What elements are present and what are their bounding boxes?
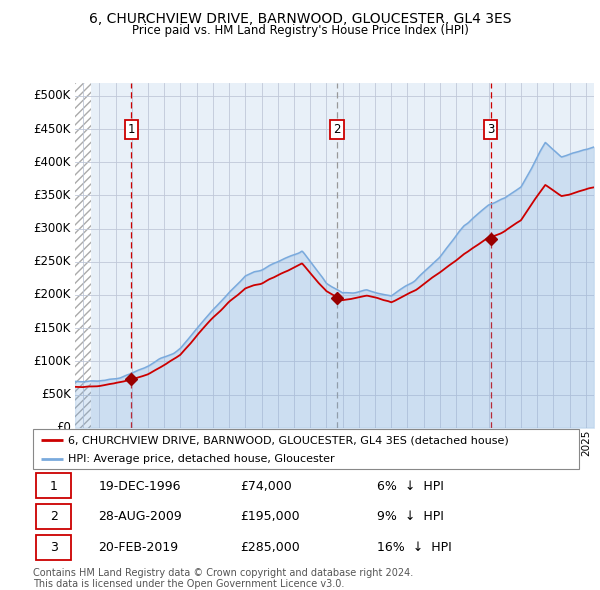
Text: £74,000: £74,000 <box>241 480 292 493</box>
Text: 6, CHURCHVIEW DRIVE, BARNWOOD, GLOUCESTER, GL4 3ES (detached house): 6, CHURCHVIEW DRIVE, BARNWOOD, GLOUCESTE… <box>68 435 509 445</box>
Text: 3: 3 <box>50 541 58 554</box>
Text: £450K: £450K <box>34 123 71 136</box>
Text: £350K: £350K <box>34 189 71 202</box>
Text: £0: £0 <box>56 421 71 434</box>
Text: This data is licensed under the Open Government Licence v3.0.: This data is licensed under the Open Gov… <box>33 579 344 589</box>
Text: HPI: Average price, detached house, Gloucester: HPI: Average price, detached house, Glou… <box>68 454 335 464</box>
Text: £285,000: £285,000 <box>241 541 300 554</box>
Bar <box>91 83 594 428</box>
Text: 6%  ↓  HPI: 6% ↓ HPI <box>377 480 444 493</box>
Text: 2: 2 <box>333 123 341 136</box>
Text: £300K: £300K <box>34 222 71 235</box>
Text: £50K: £50K <box>41 388 71 401</box>
Text: 2: 2 <box>50 510 58 523</box>
Text: 9%  ↓  HPI: 9% ↓ HPI <box>377 510 444 523</box>
Text: £150K: £150K <box>34 322 71 335</box>
FancyBboxPatch shape <box>36 535 71 560</box>
Text: 3: 3 <box>487 123 494 136</box>
Text: £250K: £250K <box>34 255 71 268</box>
Text: 1: 1 <box>128 123 135 136</box>
Text: £195,000: £195,000 <box>241 510 300 523</box>
FancyBboxPatch shape <box>36 473 71 498</box>
Text: £200K: £200K <box>34 289 71 301</box>
FancyBboxPatch shape <box>36 504 71 529</box>
Bar <box>75 83 91 428</box>
Text: £400K: £400K <box>34 156 71 169</box>
Text: 1: 1 <box>50 480 58 493</box>
Text: 20-FEB-2019: 20-FEB-2019 <box>98 541 179 554</box>
Text: Contains HM Land Registry data © Crown copyright and database right 2024.: Contains HM Land Registry data © Crown c… <box>33 569 413 578</box>
Text: 28-AUG-2009: 28-AUG-2009 <box>98 510 182 523</box>
Text: 6, CHURCHVIEW DRIVE, BARNWOOD, GLOUCESTER, GL4 3ES: 6, CHURCHVIEW DRIVE, BARNWOOD, GLOUCESTE… <box>89 12 511 26</box>
FancyBboxPatch shape <box>33 429 579 469</box>
Text: £100K: £100K <box>34 355 71 368</box>
Text: 19-DEC-1996: 19-DEC-1996 <box>98 480 181 493</box>
Text: 16%  ↓  HPI: 16% ↓ HPI <box>377 541 452 554</box>
Text: £500K: £500K <box>34 89 71 103</box>
Text: Price paid vs. HM Land Registry's House Price Index (HPI): Price paid vs. HM Land Registry's House … <box>131 24 469 37</box>
